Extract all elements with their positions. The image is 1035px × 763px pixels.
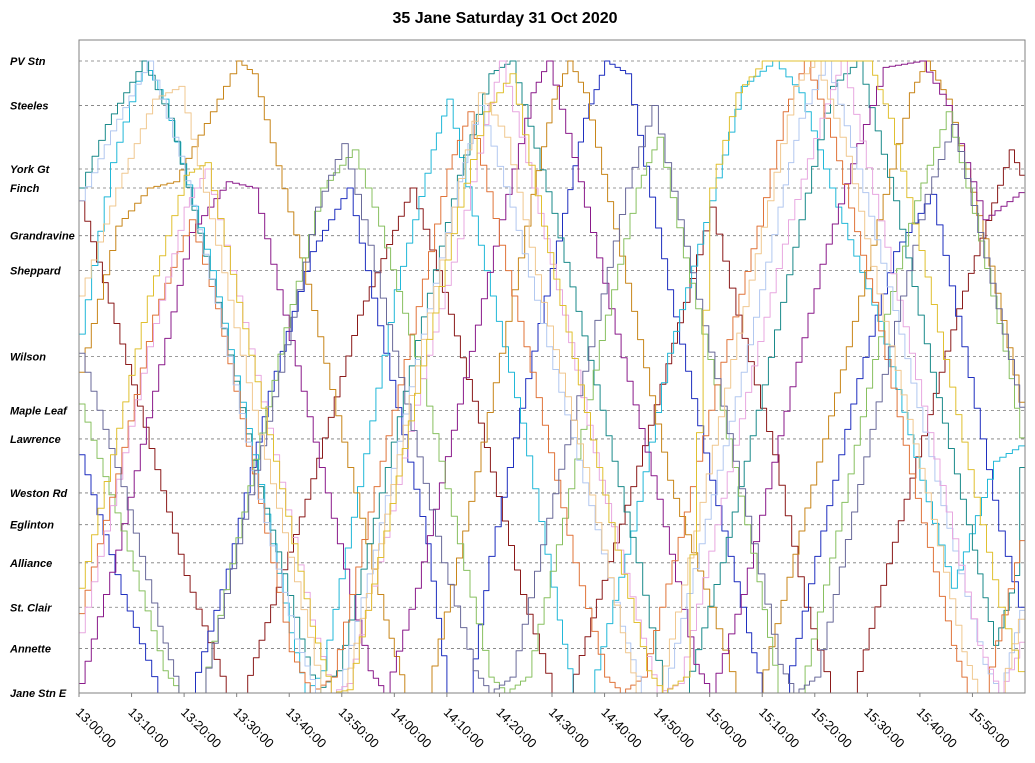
x-label-17: 15:50:00 — [966, 705, 1012, 751]
series-line-6 — [79, 111, 1026, 694]
y-label-14: Jane Stn E — [10, 688, 67, 700]
series-line-11 — [79, 60, 1026, 694]
x-label-6: 14:00:00 — [388, 705, 434, 751]
x-label-5: 13:50:00 — [336, 705, 382, 751]
y-label-1: Steeles — [10, 100, 49, 112]
x-label-13: 15:10:00 — [756, 705, 802, 751]
x-label-0: 13:00:00 — [73, 705, 119, 751]
series-line-10 — [79, 105, 1026, 694]
y-label-3: Finch — [10, 183, 40, 195]
series-line-9 — [79, 60, 1026, 694]
series-line-12 — [79, 60, 1026, 694]
x-label-4: 13:40:00 — [283, 705, 329, 751]
series-line-4 — [79, 60, 1026, 694]
x-label-11: 14:50:00 — [651, 705, 697, 751]
x-label-7: 14:10:00 — [441, 705, 487, 751]
y-axis-labels: PV Stn Steeles York Gt Finch Grandravine Shep… — [9, 56, 75, 700]
y-label-5: Sheppard — [10, 266, 61, 278]
plot-frame — [78, 39, 1026, 694]
grid-lines — [79, 60, 1025, 694]
chart-title: 35 Jane Saturday 31 Oct 2020 — [392, 10, 617, 27]
series-line-7 — [79, 60, 1026, 694]
series-line-1 — [79, 60, 1026, 694]
x-label-16: 15:40:00 — [914, 705, 960, 751]
x-label-9: 14:30:00 — [546, 705, 592, 751]
y-label-0: PV Stn — [10, 56, 46, 68]
x-label-1: 13:10:00 — [125, 705, 171, 751]
series-line-8 — [79, 60, 1026, 694]
y-label-7: Maple Leaf — [10, 405, 68, 417]
y-label-13: Annette — [9, 644, 51, 656]
y-label-6: Wilson — [10, 351, 46, 363]
x-axis-labels: 13:00:00 13:10:00 13:20:00 13:30:00 13:40:00… — [73, 693, 1013, 751]
series-line-0 — [79, 149, 1026, 694]
x-label-2: 13:20:00 — [178, 705, 224, 751]
series-lines — [79, 60, 1026, 694]
x-label-15: 15:30:00 — [861, 705, 907, 751]
y-label-2: York Gt — [10, 164, 51, 176]
series-line-2 — [79, 60, 1026, 694]
x-label-14: 15:20:00 — [809, 705, 855, 751]
x-label-3: 13:30:00 — [231, 705, 277, 751]
series-line-5 — [79, 60, 1026, 694]
y-label-9: Weston Rd — [10, 488, 68, 500]
y-label-10: Eglinton — [10, 520, 54, 532]
y-label-4: Grandravine — [10, 231, 75, 243]
y-label-11: Alliance — [9, 558, 52, 570]
y-label-8: Lawrence — [10, 434, 61, 446]
y-label-12: St. Clair — [10, 602, 52, 614]
x-label-10: 14:40:00 — [598, 705, 644, 751]
x-label-12: 15:00:00 — [704, 705, 750, 751]
series-line-3 — [79, 60, 1026, 694]
x-label-8: 14:20:00 — [493, 705, 539, 751]
